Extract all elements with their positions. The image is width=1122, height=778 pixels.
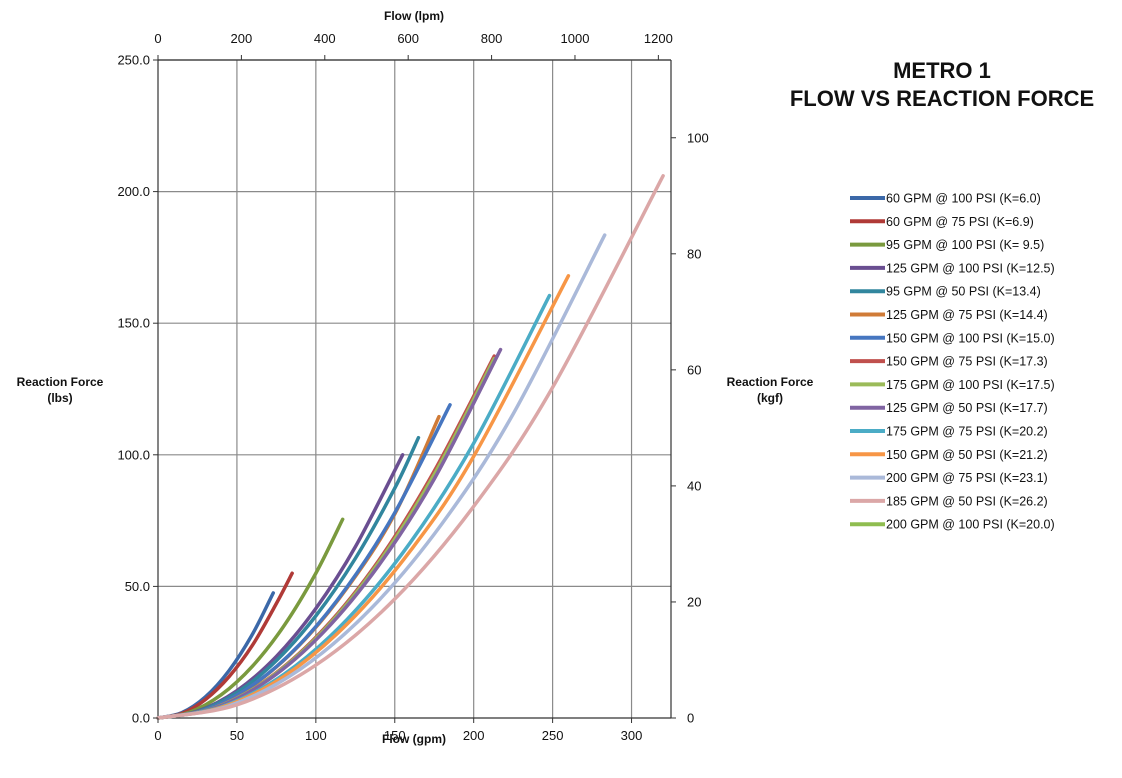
y-left-axis-title-line2: (lbs) [47,391,72,405]
bottom-axis-tick-label: 250 [542,728,564,743]
legend-label: 60 GPM @ 75 PSI (K=6.9) [886,215,1034,229]
top-axis-tick-label: 400 [314,31,336,46]
legend-item: 150 GPM @ 75 PSI (K=17.3) [850,355,1048,369]
right-axis-tick-label: 100 [687,130,709,145]
legend-item: 125 GPM @ 50 PSI (K=17.7) [850,401,1048,415]
legend-label: 200 GPM @ 75 PSI (K=23.1) [886,471,1048,485]
right-axis-tick-label: 60 [687,362,701,377]
legend-label: 95 GPM @ 100 PSI (K= 9.5) [886,238,1044,252]
top-axis-tick-label: 1200 [644,31,673,46]
right-axis-tick-label: 20 [687,594,701,609]
legend-label: 125 GPM @ 100 PSI (K=12.5) [886,261,1055,275]
legend-item: 60 GPM @ 100 PSI (K=6.0) [850,192,1041,206]
legend-item: 95 GPM @ 100 PSI (K= 9.5) [850,238,1044,252]
series-lines [156,174,665,720]
legend-item: 60 GPM @ 75 PSI (K=6.9) [850,215,1034,229]
legend-item: 175 GPM @ 75 PSI (K=20.2) [850,425,1048,439]
legend-item: 95 GPM @ 50 PSI (K=13.4) [850,285,1041,299]
legend-item: 200 GPM @ 100 PSI (K=20.0) [850,518,1055,532]
legend-label: 200 GPM @ 100 PSI (K=20.0) [886,518,1055,532]
legend-label: 60 GPM @ 100 PSI (K=6.0) [886,192,1041,206]
top-axis-tick-label: 800 [481,31,503,46]
legend-item: 175 GPM @ 100 PSI (K=17.5) [850,378,1055,392]
left-axis-tick-labels: 0.0 50.0 100.0 150.0 200.0 250.0 [117,53,158,726]
bottom-axis-tick-label: 50 [230,728,244,743]
legend-label: 175 GPM @ 100 PSI (K=17.5) [886,378,1055,392]
legend-item: 125 GPM @ 100 PSI (K=12.5) [850,261,1055,275]
left-axis-tick-label: 0.0 [132,711,150,726]
y-left-axis-title-line1: Reaction Force [17,375,104,389]
series-line [156,174,665,720]
legend-item: 150 GPM @ 50 PSI (K=21.2) [850,448,1048,462]
bottom-axis-tick-label: 200 [463,728,485,743]
legend-label: 125 GPM @ 50 PSI (K=17.7) [886,401,1048,415]
plot-frame [158,60,671,718]
legend-label: 150 GPM @ 75 PSI (K=17.3) [886,355,1048,369]
legend: 60 GPM @ 100 PSI (K=6.0) 60 GPM @ 75 PSI … [850,192,1055,532]
top-axis-tick-label: 600 [397,31,419,46]
top-axis-tick-label: 1000 [561,31,590,46]
left-axis-tick-label: 250.0 [117,53,150,68]
right-axis-tick-label: 0 [687,711,694,726]
legend-label: 185 GPM @ 50 PSI (K=26.2) [886,494,1048,508]
x-top-axis-title: Flow (lpm) [384,9,444,23]
legend-label: 150 GPM @ 100 PSI (K=15.0) [886,331,1055,345]
x-bottom-axis-title: Flow (gpm) [382,732,446,746]
legend-label: 175 GPM @ 75 PSI (K=20.2) [886,425,1048,439]
bottom-axis-tick-label: 300 [621,728,643,743]
legend-item: 150 GPM @ 100 PSI (K=15.0) [850,331,1055,345]
legend-item: 125 GPM @ 75 PSI (K=14.4) [850,308,1048,322]
right-axis-tick-labels: 0 20 40 60 80 100 [671,130,709,726]
legend-item: 200 GPM @ 75 PSI (K=23.1) [850,471,1048,485]
right-axis-tick-label: 40 [687,478,701,493]
bottom-axis-tick-label: 150 [384,728,406,743]
legend-label: 95 GPM @ 50 PSI (K=13.4) [886,285,1041,299]
legend-label: 150 GPM @ 50 PSI (K=21.2) [886,448,1048,462]
left-axis-tick-label: 200.0 [117,184,150,199]
chart-title-line2: FLOW VS REACTION FORCE [790,86,1094,111]
bottom-axis-tick-labels: 0 50 100 150 200 250 300 [154,718,642,743]
top-axis-tick-label: 0 [154,31,161,46]
plot-area [156,59,672,720]
top-axis-tick-label: 200 [231,31,253,46]
y-right-axis-title-line2: (kgf) [757,391,783,405]
bottom-axis-tick-label: 100 [305,728,327,743]
left-axis-tick-label: 100.0 [117,447,150,462]
left-axis-tick-label: 150.0 [117,316,150,331]
left-axis-tick-label: 50.0 [125,579,150,594]
legend-label: 125 GPM @ 75 PSI (K=14.4) [886,308,1048,322]
top-axis-tick-labels: 0 200 400 600 800 1000 1200 [154,31,673,60]
chart-title-line1: METRO 1 [893,58,991,83]
legend-item: 185 GPM @ 50 PSI (K=26.2) [850,494,1048,508]
right-axis-tick-label: 80 [687,246,701,261]
bottom-axis-tick-label: 0 [154,728,161,743]
y-right-axis-title-line1: Reaction Force [727,375,814,389]
